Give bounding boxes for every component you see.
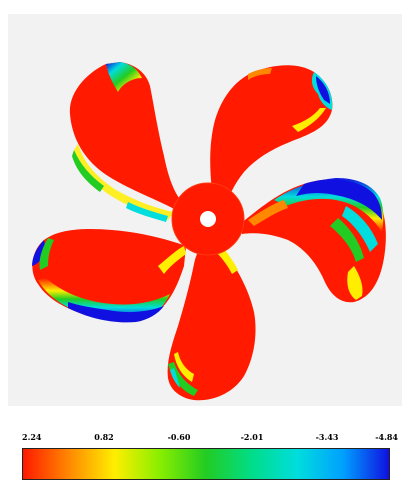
blade-upper-left <box>69 62 184 222</box>
blade-right <box>240 178 386 303</box>
blade-bottom <box>167 242 256 401</box>
colorbar-tick: -2.01 <box>240 432 264 442</box>
hub <box>171 182 245 256</box>
colorbar-tick: 0.82 <box>94 432 114 442</box>
colorbar-tick: 2.24 <box>22 432 42 442</box>
colorbar-legend: 2.24 0.82 -0.60 -2.01 -3.43 -4.84 <box>22 432 398 482</box>
colorbar-tick: -4.84 <box>375 432 398 442</box>
blade-upper-right <box>210 65 333 210</box>
colorbar-tick: -0.60 <box>167 432 191 442</box>
colorbar-tick: -3.43 <box>315 432 339 442</box>
colorbar-gradient <box>22 448 390 480</box>
hub-bore <box>200 211 216 227</box>
blade-lower-left <box>32 229 187 323</box>
propeller-plot <box>8 14 402 406</box>
propeller-svg <box>32 62 386 401</box>
